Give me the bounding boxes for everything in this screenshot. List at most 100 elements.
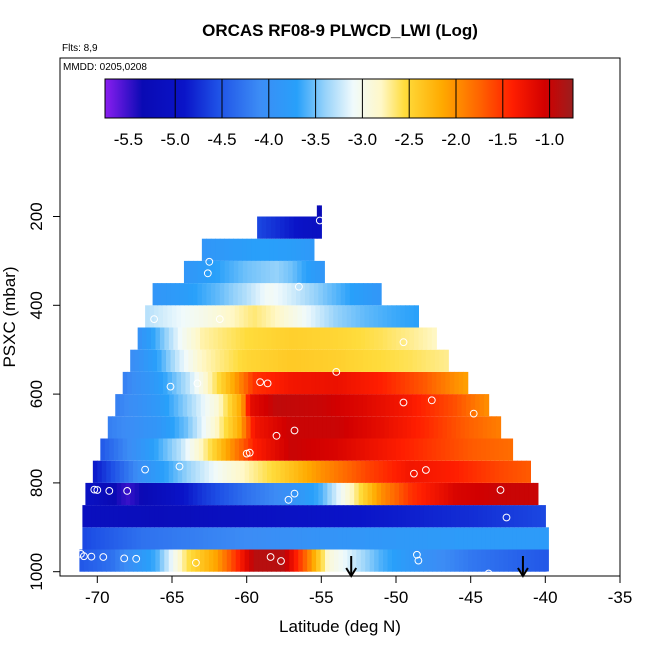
heatmap-cell <box>233 238 239 261</box>
heatmap-cell <box>445 527 451 550</box>
heatmap-cell <box>333 327 339 350</box>
heatmap-cell <box>493 482 499 506</box>
heatmap-cell <box>527 505 533 528</box>
heatmap-cell <box>282 283 288 306</box>
heatmap-cell <box>185 438 191 461</box>
heatmap-cell <box>378 327 384 350</box>
heatmap-cell <box>266 327 272 350</box>
heatmap-cell <box>186 549 192 572</box>
heatmap-cell <box>336 482 342 506</box>
data-point <box>410 469 418 478</box>
heatmap-cell <box>149 527 155 550</box>
heatmap-cell <box>349 349 355 372</box>
heatmap-cell <box>277 394 283 417</box>
heatmap-cell <box>250 394 256 417</box>
heatmap-cell <box>469 416 475 439</box>
heatmap-cell <box>152 482 158 506</box>
heatmap-cell <box>450 549 456 572</box>
heatmap-cell <box>208 460 214 483</box>
heatmap-cell <box>439 394 445 417</box>
heatmap-cell <box>383 549 389 572</box>
heatmap-cell <box>318 283 324 306</box>
heatmap-cell <box>270 527 276 550</box>
heatmap-cell <box>312 216 318 239</box>
data-point <box>277 557 285 565</box>
heatmap-cell <box>301 371 307 395</box>
data-point <box>315 216 324 225</box>
data-point <box>242 449 251 458</box>
heatmap-cell <box>223 394 229 417</box>
heatmap-cell <box>327 482 333 506</box>
heatmap-cell <box>230 438 236 461</box>
heatmap-cell <box>472 460 478 483</box>
heatmap-cell <box>109 527 115 550</box>
heatmap-cell <box>464 416 470 439</box>
heatmap-cell <box>490 527 496 550</box>
heatmap-cell <box>431 527 437 550</box>
heatmap-cell <box>407 349 414 372</box>
heatmap-cell <box>217 327 223 350</box>
heatmap-cell <box>306 305 312 328</box>
heatmap-cell <box>262 549 268 572</box>
heatmap-cell <box>176 305 182 328</box>
heatmap-cell <box>121 416 127 439</box>
colorbar-gradient <box>104 78 574 119</box>
heatmap-cell <box>157 283 163 306</box>
heatmap-cell <box>275 505 281 528</box>
heatmap-cell <box>422 438 428 461</box>
heatmap-cell <box>161 283 167 306</box>
heatmap-cell <box>253 460 259 483</box>
heatmap-cell <box>322 394 328 417</box>
heatmap-cell <box>351 549 357 572</box>
data-point <box>399 338 408 347</box>
heatmap-cell <box>369 327 375 350</box>
heatmap-cell <box>104 505 110 528</box>
heatmap-cell <box>534 527 540 550</box>
heatmap-cell <box>158 505 164 528</box>
heatmap-cell <box>432 460 438 483</box>
heatmap-cell <box>407 394 413 417</box>
heatmap-cell <box>485 527 491 550</box>
heatmap-cell <box>295 416 301 439</box>
heatmap-cell <box>394 394 400 417</box>
heatmap-cell <box>367 283 373 306</box>
heatmap-cell <box>355 371 361 395</box>
heatmap-cell <box>313 349 319 372</box>
colorbar-tick-label: -2.0 <box>441 130 470 149</box>
heatmap-cell <box>364 371 370 395</box>
heatmap-cell <box>104 527 110 550</box>
heatmap-cell <box>315 438 321 461</box>
heatmap-cell <box>159 460 165 483</box>
heatmap-cell <box>326 416 332 439</box>
heatmap-cell <box>154 371 160 395</box>
heatmap-cell <box>360 371 366 395</box>
heatmap-cell <box>490 438 496 461</box>
heatmap-cell <box>143 482 149 506</box>
heatmap-cell <box>116 482 122 506</box>
heatmap-cell <box>200 394 206 417</box>
heatmap-cell <box>257 438 263 461</box>
heatmap-cell <box>307 505 313 528</box>
heatmap-cell <box>431 438 437 461</box>
heatmap-cell <box>274 260 280 284</box>
heatmap-cell <box>115 460 121 483</box>
heatmap-cell <box>367 482 373 506</box>
heatmap-cell <box>233 482 239 506</box>
heatmap-cell <box>333 460 340 483</box>
heatmap-cell <box>422 371 428 395</box>
heatmap-cell <box>508 549 514 572</box>
heatmap-cell <box>271 460 277 483</box>
heatmap-cell <box>211 260 217 284</box>
heatmap-cell <box>121 482 127 506</box>
heatmap-cell <box>183 260 190 284</box>
heatmap-cell <box>311 460 317 483</box>
heatmap-cell <box>413 438 419 461</box>
heatmap-cell <box>172 305 178 328</box>
heatmap-cell <box>306 527 312 550</box>
heatmap-cell <box>309 283 315 306</box>
heatmap-cell <box>174 349 181 372</box>
heatmap-cell <box>158 371 164 395</box>
heatmap-cell <box>226 505 232 528</box>
heatmap-cell <box>221 305 227 328</box>
heatmap-cell <box>504 505 510 528</box>
